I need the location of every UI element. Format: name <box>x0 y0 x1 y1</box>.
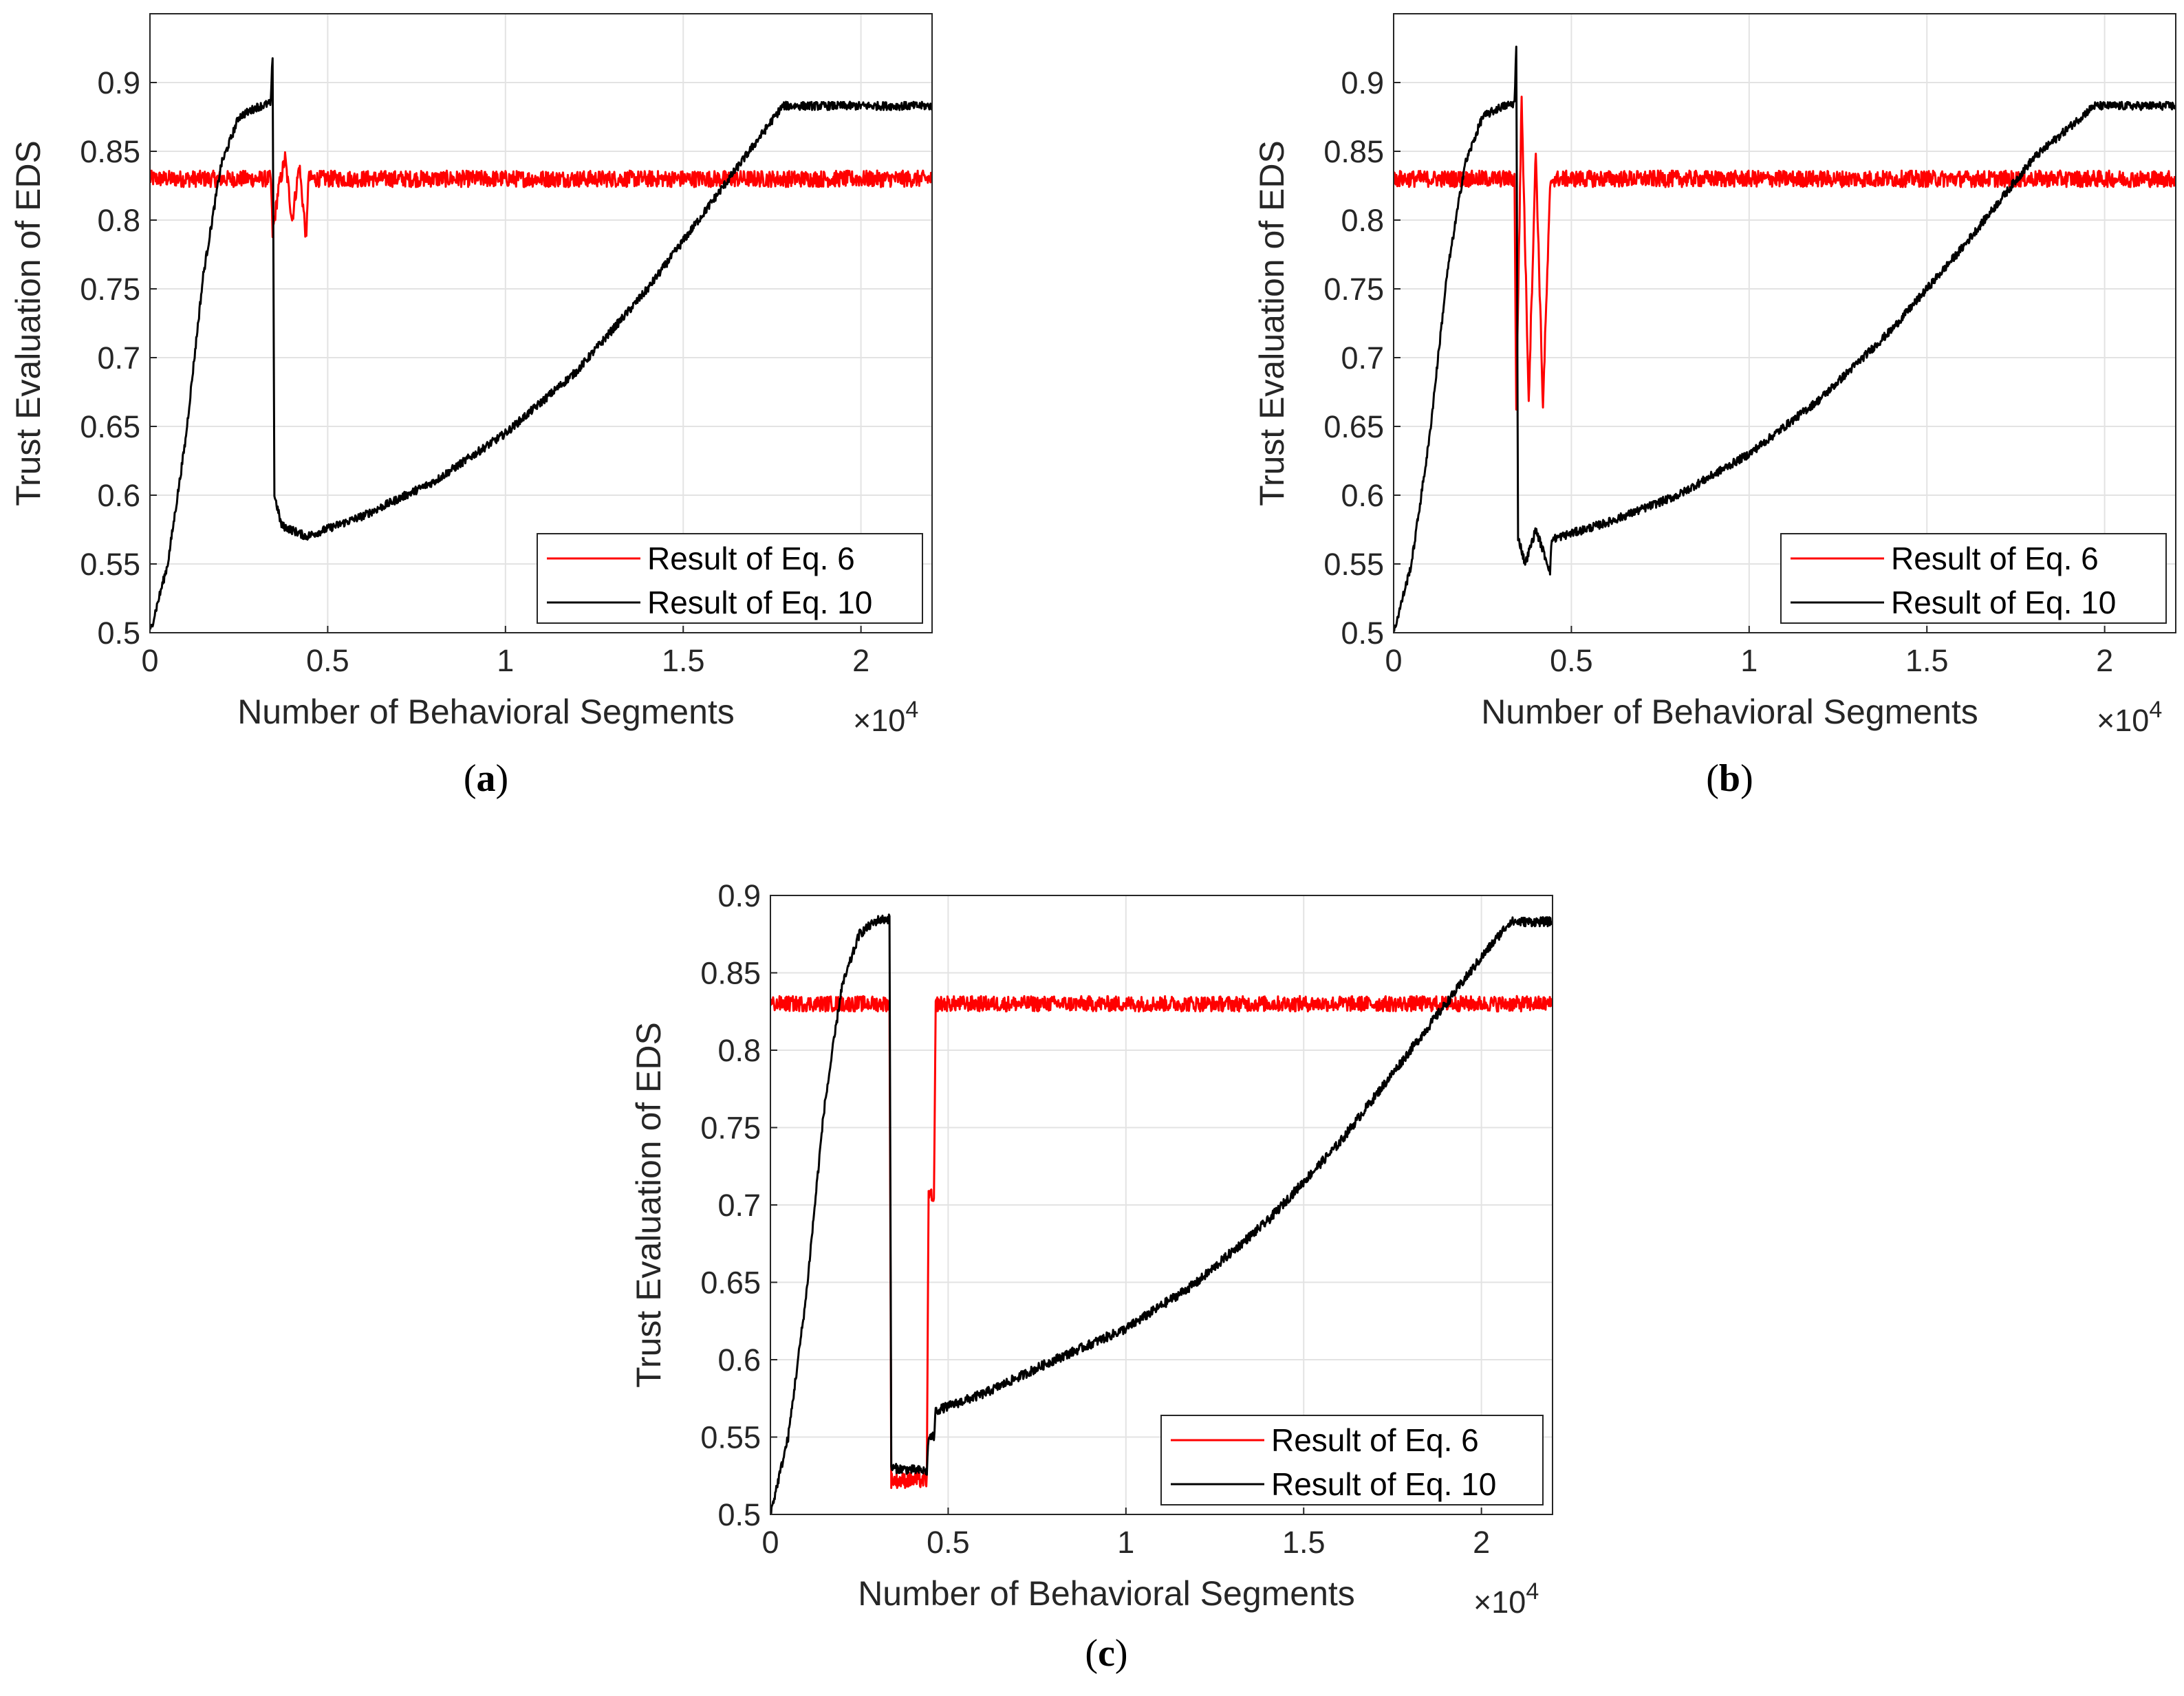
y-axis-label: Trust Evaluation of EDS <box>1253 140 1291 506</box>
y-tick-label: 0.5 <box>1341 616 1384 651</box>
y-tick-label: 0.8 <box>97 203 140 238</box>
legend-entry-eq6: Result of Eq. 6 <box>647 541 855 576</box>
x-tick-label: 0.5 <box>927 1525 970 1560</box>
caption-letter: c <box>1098 1632 1115 1675</box>
legend-box <box>1780 533 2167 624</box>
y-tick-label: 0.55 <box>700 1420 761 1455</box>
x-multiplier-exponent: 4 <box>2149 697 2162 723</box>
x-multiplier: ×104 <box>853 697 918 738</box>
x-tick-label: 1 <box>1740 643 1758 678</box>
x-tick-label: 0.5 <box>306 643 349 678</box>
y-tick-label: 0.6 <box>97 478 140 513</box>
y-ticks: 0.5 0.55 0.6 0.65 0.7 0.75 0.8 0.85 0.9 <box>1323 65 1401 651</box>
x-axis-label: Number of Behavioral Segments <box>237 693 735 731</box>
x-axis-label: Number of Behavioral Segments <box>1481 693 1978 731</box>
x-multiplier: ×104 <box>1473 1578 1539 1620</box>
panel-a: 0.50.550.60.650.70.750.80.850.9 0 0.5 1 1.5… <box>9 13 933 800</box>
series-eq10-line <box>1394 45 2176 632</box>
series-eq10-line <box>150 57 932 630</box>
y-tick-label: 0.9 <box>97 65 140 100</box>
y-tick-label: 0.65 <box>1323 409 1384 444</box>
y-tick-label: 0.8 <box>1341 203 1384 238</box>
y-axis-label: Trust Evaluation of EDS <box>629 1022 668 1388</box>
y-tick-label: 0.6 <box>1341 478 1384 513</box>
y-tick-label: 0.85 <box>80 134 140 169</box>
x-multiplier-exponent: 4 <box>905 697 918 723</box>
y-tick-label: 0.8 <box>717 1033 761 1068</box>
y-tick-label: 0.75 <box>80 272 140 307</box>
x-multiplier: ×104 <box>2097 697 2162 738</box>
y-ticks: 0.5 0.55 0.6 0.65 0.7 0.75 0.8 0.85 0.9 <box>80 65 157 651</box>
y-tick-label: 0.5 <box>97 616 140 651</box>
y-tick-label: 0.7 <box>1341 340 1384 376</box>
x-multiplier-base: ×10 <box>853 703 905 738</box>
y-tick-label: 0.65 <box>700 1265 761 1301</box>
x-tick-label: 1.5 <box>662 643 705 678</box>
legend-entry-eq10: Result of Eq. 10 <box>1271 1466 1496 1502</box>
series-eq6-line <box>150 151 932 239</box>
panel-c: 0.50.550.60.650.70.750.80.850.9 0 0.5 1 1.5… <box>629 878 1553 1675</box>
y-ticks: 0.5 0.55 0.6 0.65 0.7 0.75 0.8 0.85 0.9 <box>700 878 777 1532</box>
y-tick-label: 0.5 <box>717 1497 761 1532</box>
y-axis-label: Trust Evaluation of EDS <box>9 140 47 506</box>
x-tick-label: 2 <box>2096 643 2113 678</box>
y-tick-label: 0.9 <box>717 878 761 913</box>
plot-area <box>1394 14 2176 633</box>
axes-frame <box>149 13 933 633</box>
legend-entry-eq10: Result of Eq. 10 <box>1891 585 2116 620</box>
series-eq10-line <box>770 913 1553 1514</box>
plot-area <box>150 14 932 633</box>
y-tick-label: 0.7 <box>97 340 140 376</box>
x-tick-label: 1.5 <box>1282 1525 1326 1560</box>
y-tick-label: 0.65 <box>80 409 140 444</box>
x-ticks: 0 0.5 1 1.5 2 <box>761 1508 1490 1560</box>
y-tick-label: 0.7 <box>717 1188 761 1223</box>
legend-entry-eq6: Result of Eq. 6 <box>1891 541 2099 576</box>
caption: (b) <box>1706 757 1753 800</box>
x-ticks: 0 0.5 1 1.5 2 <box>141 626 869 678</box>
series-layer <box>770 913 1553 1514</box>
legend-box <box>1160 1415 1544 1505</box>
caption: (c) <box>1085 1632 1127 1675</box>
y-tick-label: 0.85 <box>700 956 761 991</box>
axes-frame <box>1393 13 2176 633</box>
y-tick-label: 0.6 <box>717 1342 761 1378</box>
series-layer <box>150 57 932 630</box>
series-eq6-line <box>770 994 1553 1489</box>
x-multiplier-exponent: 4 <box>1526 1578 1539 1605</box>
series-layer <box>1394 45 2176 632</box>
y-tick-label: 0.55 <box>80 547 140 582</box>
panel-b: 0.50.550.60.650.70.750.80.850.9 0 0.5 1 1.5… <box>1253 13 2176 800</box>
legend: Result of Eq. 6 Result of Eq. 10 <box>1160 1415 1544 1505</box>
x-tick-label: 2 <box>1473 1525 1490 1560</box>
y-tick-label: 0.75 <box>1323 272 1384 307</box>
caption: (a) <box>464 757 508 800</box>
series-eq6-line <box>1394 96 2176 411</box>
x-multiplier-base: ×10 <box>2097 703 2149 738</box>
y-tick-label: 0.9 <box>1341 65 1384 100</box>
x-multiplier-base: ×10 <box>1473 1585 1526 1620</box>
caption-letter: b <box>1719 757 1740 800</box>
y-tick-label: 0.55 <box>1323 547 1384 582</box>
x-tick-label: 1.5 <box>1905 643 1949 678</box>
caption-letter: a <box>477 757 496 800</box>
x-tick-label: 0 <box>1385 643 1402 678</box>
y-tick-label: 0.75 <box>700 1111 761 1146</box>
legend: Result of Eq. 6 Result of Eq. 10 <box>1780 533 2167 624</box>
x-tick-label: 1 <box>1117 1525 1134 1560</box>
x-tick-label: 0 <box>761 1525 779 1560</box>
x-tick-label: 2 <box>852 643 869 678</box>
x-ticks: 0 0.5 1 1.5 2 <box>1385 626 2113 678</box>
legend-entry-eq10: Result of Eq. 10 <box>647 585 872 620</box>
x-tick-label: 0 <box>141 643 158 678</box>
legend-entry-eq6: Result of Eq. 6 <box>1271 1422 1479 1458</box>
legend: Result of Eq. 6 Result of Eq. 10 <box>537 533 923 624</box>
x-tick-label: 1 <box>497 643 514 678</box>
x-tick-label: 0.5 <box>1550 643 1593 678</box>
y-tick-label: 0.85 <box>1323 134 1384 169</box>
legend-box <box>537 533 923 624</box>
x-axis-label: Number of Behavioral Segments <box>858 1574 1355 1613</box>
